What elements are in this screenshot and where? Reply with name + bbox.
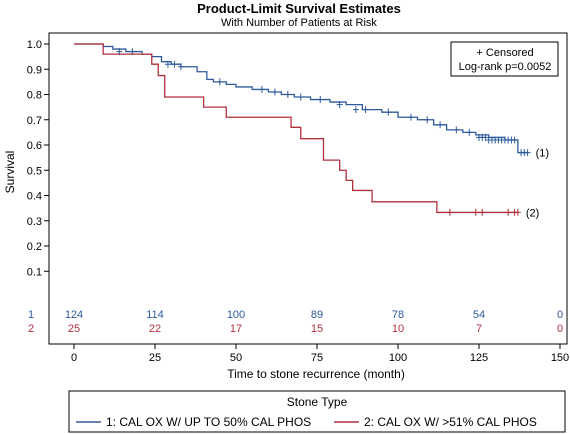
plot-area [48, 32, 568, 345]
series-1-censor-mark [524, 149, 531, 157]
series-2-line [74, 43, 518, 214]
series-2-censor-mark [479, 208, 486, 216]
y-axis: 0.1 0.2 0.3 0.4 0.5 0.6 0.7 0.8 0.9 1.0 [27, 39, 49, 278]
legend-label-2: 2: CAL OX W/ >51% CAL PHOS [364, 415, 537, 429]
y-tick-label: 0.4 [27, 191, 42, 203]
y-tick-label: 0.5 [27, 165, 42, 177]
censor-legend-box: + Censored Log-rank p=0.0052 [450, 41, 559, 77]
y-tick-label: 0.3 [27, 216, 42, 228]
series-1-censor-mark [453, 126, 460, 134]
series-2-censor-mark [446, 208, 453, 216]
chart-title: Product-Limit Survival Estimates [197, 1, 401, 16]
series-1-censor-mark [284, 91, 291, 98]
legend-label-1: 1: CAL OX W/ UP TO 50% CAL PHOS [106, 415, 311, 429]
y-tick-label: 0.1 [27, 266, 42, 278]
at-risk-value: 0 [557, 323, 563, 335]
y-tick-label: 0.7 [27, 115, 42, 127]
at-risk-value: 15 [311, 323, 323, 335]
legend: Stone Type 1: CAL OX W/ UP TO 50% CAL PH… [68, 390, 566, 433]
at-risk-value: 89 [311, 309, 323, 321]
series-2-censor-mark [472, 208, 479, 216]
series-1-censor-mark [317, 96, 324, 104]
series-1-censor-mark [362, 106, 369, 114]
x-tick-label: 150 [551, 352, 569, 364]
series-1-end-label: (1) [536, 148, 549, 160]
at-risk-table: 1 124 114 100 89 78 54 0 2 25 22 17 15 10 7 0 [28, 309, 563, 335]
at-risk-value: 100 [227, 309, 245, 321]
y-axis-label: Survival [3, 151, 17, 194]
at-risk-value: 17 [230, 323, 242, 335]
y-tick-label: 0.9 [27, 64, 42, 76]
legend-title: Stone Type [287, 395, 348, 409]
at-risk-value: 54 [473, 309, 485, 321]
logrank-note: Log-rank p=0.0052 [459, 61, 552, 73]
y-tick-label: 0.6 [27, 140, 42, 152]
series-1-censor-mark [352, 106, 359, 114]
censored-note: + Censored [476, 47, 533, 59]
series-1-censor-mark [258, 85, 265, 93]
at-risk-value: 0 [557, 309, 563, 321]
at-risk-value: 10 [392, 323, 404, 335]
at-risk-row-label: 2 [28, 323, 34, 335]
x-tick-label: 25 [149, 352, 161, 364]
at-risk-row-label: 1 [28, 309, 34, 321]
y-tick-label: 0.8 [27, 90, 42, 102]
at-risk-value: 25 [68, 323, 80, 335]
series-2-censor-mark [505, 208, 512, 216]
series-1-censor-mark [511, 136, 518, 144]
series-1-censor-mark [216, 78, 223, 86]
series-1-censor-mark [164, 60, 171, 68]
at-risk-value: 7 [476, 323, 482, 335]
x-axis-label: Time to stone recurrence (month) [227, 367, 405, 381]
series-1-censor-mark [171, 60, 178, 68]
series-1-censor-mark [437, 121, 444, 129]
y-tick-label: 0.2 [27, 241, 42, 253]
at-risk-value: 22 [149, 323, 161, 335]
series-1-censor-mark [482, 133, 489, 141]
series-1-censor-mark [271, 88, 278, 96]
x-tick-label: 100 [389, 352, 407, 364]
series-1-censor-mark [466, 128, 473, 136]
at-risk-value: 114 [146, 309, 164, 321]
at-risk-value: 78 [392, 309, 404, 321]
series-1-censor-mark [385, 108, 392, 116]
chart-subtitle: With Number of Patients at Risk [221, 17, 377, 29]
x-tick-label: 125 [470, 352, 488, 364]
series-1-censor-mark [424, 116, 431, 124]
x-tick-label: 75 [311, 352, 323, 364]
at-risk-value: 124 [65, 309, 83, 321]
series-2-end-label: (2) [526, 207, 539, 219]
series-1-censor-mark [177, 63, 184, 71]
survival-curves: (1) (2) [74, 43, 549, 219]
series-2-censor-mark [514, 208, 521, 216]
x-axis: 0 25 50 75 100 125 150 [71, 344, 569, 364]
series-1-censor-mark [336, 101, 343, 109]
y-tick-label: 1.0 [27, 39, 42, 51]
x-tick-label: 50 [230, 352, 242, 364]
series-1-censor-mark [297, 93, 304, 101]
x-tick-label: 0 [71, 352, 77, 364]
series-1-censor-mark [407, 113, 414, 121]
